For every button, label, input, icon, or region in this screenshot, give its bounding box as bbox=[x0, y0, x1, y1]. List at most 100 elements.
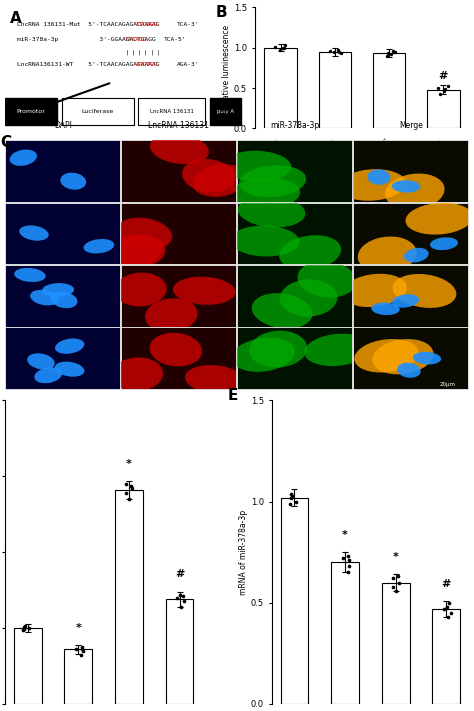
Point bbox=[436, 88, 444, 100]
Text: #: # bbox=[175, 570, 184, 579]
Bar bbox=[121, 140, 236, 202]
Ellipse shape bbox=[116, 218, 172, 250]
Point bbox=[326, 45, 334, 56]
Ellipse shape bbox=[280, 279, 337, 316]
Ellipse shape bbox=[108, 235, 162, 267]
Ellipse shape bbox=[60, 173, 86, 190]
Ellipse shape bbox=[34, 367, 62, 383]
Ellipse shape bbox=[51, 292, 77, 309]
Point bbox=[272, 41, 279, 53]
Text: TTCAGG: TTCAGG bbox=[125, 38, 148, 43]
Point bbox=[286, 498, 294, 509]
Text: A: A bbox=[9, 11, 21, 26]
Ellipse shape bbox=[185, 365, 246, 395]
Text: #: # bbox=[438, 70, 448, 81]
Text: *: * bbox=[342, 530, 348, 540]
Text: |: | bbox=[144, 50, 147, 55]
Point bbox=[441, 83, 449, 95]
Point bbox=[179, 590, 186, 602]
Ellipse shape bbox=[354, 339, 419, 373]
Point bbox=[346, 561, 353, 572]
Ellipse shape bbox=[112, 235, 165, 269]
Text: LncRNA 136131: LncRNA 136131 bbox=[148, 121, 210, 129]
Bar bbox=[353, 327, 468, 389]
Bar bbox=[237, 327, 352, 389]
Text: LncRNA136131-WT    5'-TCAACAGAGACAAAAG: LncRNA136131-WT 5'-TCAACAGAGACAAAAG bbox=[17, 62, 159, 67]
Ellipse shape bbox=[111, 358, 163, 391]
Ellipse shape bbox=[405, 203, 473, 235]
Point bbox=[392, 585, 400, 597]
Point bbox=[176, 589, 183, 600]
Text: Luciferase: Luciferase bbox=[82, 109, 114, 114]
Ellipse shape bbox=[9, 149, 37, 166]
Point bbox=[78, 643, 86, 655]
Text: LncRNA 136131-WT: LncRNA 136131-WT bbox=[351, 138, 389, 176]
Text: LncRNA 136131-Mut: LncRNA 136131-Mut bbox=[241, 138, 281, 177]
Ellipse shape bbox=[430, 237, 458, 250]
Text: *: * bbox=[126, 459, 132, 469]
Ellipse shape bbox=[115, 272, 166, 306]
Text: miR-378a-3p           3'-GGAAGACTGAGG: miR-378a-3p 3'-GGAAGACTGAGG bbox=[17, 38, 155, 43]
Point bbox=[180, 596, 188, 607]
Y-axis label: Relative luminescence: Relative luminescence bbox=[222, 25, 231, 111]
Point bbox=[446, 597, 453, 609]
Bar bbox=[165, 599, 193, 704]
Point bbox=[440, 603, 447, 614]
Point bbox=[440, 85, 448, 97]
Point bbox=[26, 622, 33, 634]
Text: *: * bbox=[393, 552, 399, 562]
Text: LncRNA 136131-Mut  5'-TCAACAGAGACAAAAG: LncRNA 136131-Mut 5'-TCAACAGAGACAAAAG bbox=[17, 21, 159, 27]
Text: TCA-5': TCA-5' bbox=[164, 38, 186, 43]
Ellipse shape bbox=[231, 178, 300, 209]
Ellipse shape bbox=[30, 290, 59, 306]
Ellipse shape bbox=[338, 169, 406, 201]
Ellipse shape bbox=[230, 225, 300, 257]
Text: LncRNA 136131-Mut/miRNA-378a-3p: LncRNA 136131-Mut/miRNA-378a-3p bbox=[267, 138, 335, 206]
Point bbox=[447, 607, 455, 619]
Point bbox=[128, 482, 136, 493]
Point bbox=[384, 48, 392, 59]
Text: Promotor: Promotor bbox=[17, 109, 46, 114]
FancyBboxPatch shape bbox=[138, 98, 205, 125]
Point bbox=[21, 623, 28, 634]
Ellipse shape bbox=[239, 165, 306, 197]
Ellipse shape bbox=[55, 338, 84, 354]
Ellipse shape bbox=[371, 303, 400, 315]
Ellipse shape bbox=[279, 235, 341, 270]
FancyBboxPatch shape bbox=[210, 98, 241, 125]
Point bbox=[434, 82, 441, 94]
Point bbox=[387, 48, 395, 60]
Ellipse shape bbox=[145, 299, 198, 332]
Point bbox=[281, 42, 288, 53]
Point bbox=[20, 621, 28, 633]
Text: C: C bbox=[0, 134, 11, 150]
Ellipse shape bbox=[42, 283, 74, 296]
Text: poly A: poly A bbox=[217, 109, 234, 114]
Point bbox=[444, 81, 451, 92]
Ellipse shape bbox=[14, 268, 46, 282]
Text: DAPI: DAPI bbox=[54, 121, 72, 129]
Bar bbox=[432, 609, 460, 704]
Point bbox=[389, 581, 397, 592]
Text: 20μm: 20μm bbox=[439, 382, 456, 387]
Point bbox=[21, 620, 28, 631]
Bar bbox=[319, 52, 351, 129]
Ellipse shape bbox=[367, 169, 391, 185]
Bar bbox=[427, 90, 459, 129]
Point bbox=[443, 601, 450, 612]
Ellipse shape bbox=[150, 134, 209, 164]
Text: |: | bbox=[132, 50, 135, 55]
Point bbox=[79, 645, 86, 656]
Bar bbox=[353, 140, 468, 202]
Y-axis label: mRNA of miR-378a-3p: mRNA of miR-378a-3p bbox=[239, 510, 248, 594]
Text: TCA-3': TCA-3' bbox=[176, 21, 199, 27]
Text: |: | bbox=[156, 50, 160, 55]
Ellipse shape bbox=[392, 274, 456, 308]
Ellipse shape bbox=[192, 164, 247, 197]
Ellipse shape bbox=[238, 196, 305, 228]
Bar bbox=[5, 327, 120, 389]
Ellipse shape bbox=[342, 274, 407, 307]
Point bbox=[128, 481, 135, 492]
Text: LncRNA 136131: LncRNA 136131 bbox=[150, 109, 194, 114]
Bar bbox=[281, 498, 309, 704]
